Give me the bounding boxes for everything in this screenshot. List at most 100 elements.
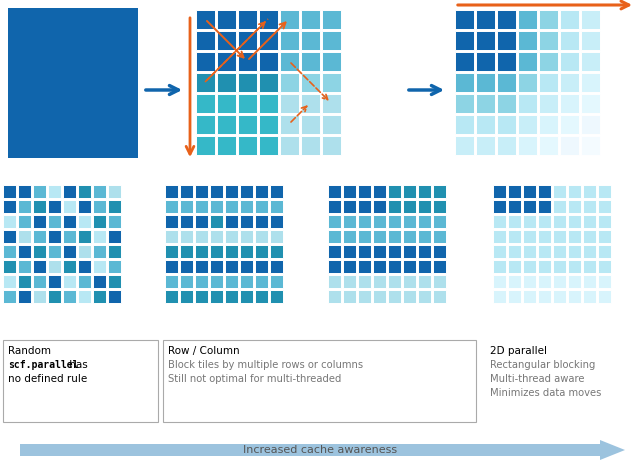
Bar: [358, 275, 371, 288]
Bar: [3, 215, 16, 228]
Bar: [195, 200, 208, 213]
Bar: [433, 260, 446, 273]
Text: Increased cache awareness: Increased cache awareness: [243, 445, 397, 455]
Bar: [259, 52, 278, 71]
Bar: [217, 115, 236, 134]
Bar: [280, 94, 299, 113]
Bar: [322, 52, 341, 71]
Bar: [238, 115, 257, 134]
Bar: [195, 215, 208, 228]
Bar: [328, 200, 341, 213]
Bar: [373, 200, 386, 213]
Bar: [523, 245, 536, 258]
Bar: [195, 290, 208, 303]
Bar: [553, 245, 566, 258]
Bar: [108, 215, 121, 228]
Bar: [18, 185, 31, 198]
Bar: [238, 31, 257, 50]
Bar: [560, 10, 579, 29]
Bar: [455, 73, 474, 92]
Bar: [238, 136, 257, 155]
Bar: [240, 230, 253, 243]
Bar: [538, 260, 551, 273]
Bar: [301, 136, 320, 155]
Bar: [48, 230, 61, 243]
Bar: [240, 185, 253, 198]
Bar: [539, 31, 558, 50]
Bar: [195, 275, 208, 288]
Bar: [196, 73, 215, 92]
Bar: [373, 215, 386, 228]
Bar: [418, 290, 431, 303]
Bar: [270, 275, 283, 288]
Bar: [553, 230, 566, 243]
Bar: [523, 185, 536, 198]
Bar: [18, 200, 31, 213]
Bar: [568, 260, 581, 273]
Bar: [343, 215, 356, 228]
Bar: [418, 245, 431, 258]
Bar: [322, 31, 341, 50]
Bar: [358, 230, 371, 243]
Bar: [581, 73, 600, 92]
Bar: [210, 215, 223, 228]
Bar: [280, 10, 299, 29]
Bar: [493, 185, 506, 198]
Bar: [358, 245, 371, 258]
Bar: [403, 230, 416, 243]
Bar: [259, 10, 278, 29]
Bar: [165, 275, 178, 288]
Bar: [539, 10, 558, 29]
Bar: [539, 94, 558, 113]
Bar: [301, 115, 320, 134]
Bar: [180, 290, 193, 303]
Bar: [560, 31, 579, 50]
Bar: [497, 52, 516, 71]
Bar: [270, 245, 283, 258]
Bar: [225, 185, 238, 198]
Text: Block tiles by multiple rows or columns: Block tiles by multiple rows or columns: [168, 360, 363, 370]
Bar: [508, 200, 521, 213]
Bar: [78, 275, 91, 288]
Bar: [33, 290, 46, 303]
Bar: [328, 215, 341, 228]
Text: Random: Random: [8, 346, 51, 356]
Bar: [195, 230, 208, 243]
Bar: [476, 115, 495, 134]
Bar: [48, 275, 61, 288]
Text: Multi-thread aware: Multi-thread aware: [490, 374, 584, 384]
Bar: [493, 245, 506, 258]
Bar: [225, 200, 238, 213]
Bar: [373, 260, 386, 273]
Bar: [497, 115, 516, 134]
Bar: [581, 94, 600, 113]
Bar: [583, 290, 596, 303]
Bar: [538, 215, 551, 228]
Bar: [343, 245, 356, 258]
Bar: [63, 230, 76, 243]
Polygon shape: [20, 440, 625, 460]
Bar: [539, 115, 558, 134]
Bar: [418, 185, 431, 198]
Bar: [518, 31, 537, 50]
Bar: [270, 290, 283, 303]
Bar: [518, 94, 537, 113]
Bar: [343, 185, 356, 198]
Bar: [48, 185, 61, 198]
Bar: [217, 136, 236, 155]
Bar: [560, 52, 579, 71]
Bar: [358, 200, 371, 213]
Bar: [165, 215, 178, 228]
Bar: [63, 275, 76, 288]
Bar: [539, 136, 558, 155]
Bar: [343, 260, 356, 273]
Bar: [373, 230, 386, 243]
Bar: [255, 215, 268, 228]
Bar: [180, 200, 193, 213]
Bar: [343, 290, 356, 303]
Bar: [518, 10, 537, 29]
Bar: [33, 275, 46, 288]
Bar: [539, 73, 558, 92]
Bar: [210, 185, 223, 198]
Bar: [78, 230, 91, 243]
